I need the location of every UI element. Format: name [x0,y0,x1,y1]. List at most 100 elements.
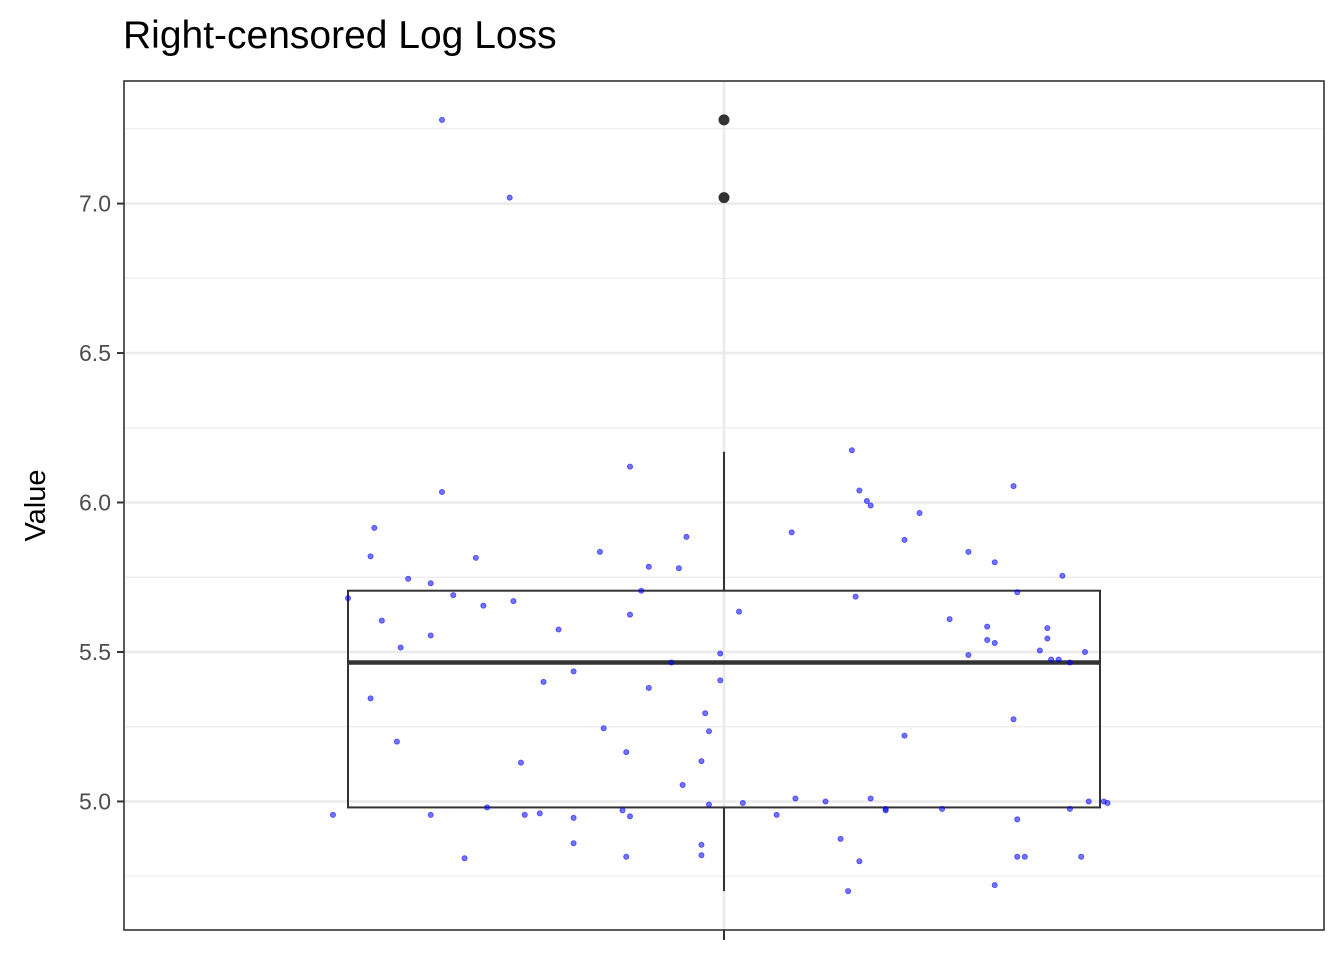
data-point [717,677,724,684]
data-point [991,882,998,889]
outlier-point [718,114,730,126]
data-point [438,489,445,496]
data-point [792,795,799,802]
boxplot [347,114,1101,892]
data-point [555,626,562,633]
data-point [965,651,972,658]
y-axis: 5.0 5.5 6.0 6.5 7.0 [79,191,725,940]
data-point [645,684,652,691]
data-point [510,598,517,605]
data-point [1078,853,1085,860]
data-point [679,782,686,789]
data-point [521,811,528,818]
data-point [837,835,844,842]
data-point [1044,625,1051,632]
data-point [1014,816,1021,823]
data-point [698,758,705,765]
y-tick-label: 5.0 [79,788,111,814]
data-point [1044,635,1051,642]
data-point [1014,589,1021,596]
data-point [916,509,923,516]
data-point [472,554,479,561]
outlier-point [718,192,730,204]
y-tick-label: 6.5 [79,340,111,366]
data-point [867,795,874,802]
data-point [1066,805,1073,812]
data-point [965,548,972,555]
data-point [627,463,634,470]
data-point [1066,659,1073,666]
data-point [852,593,859,600]
data-point [668,659,675,666]
y-tick-label: 7.0 [79,191,111,217]
data-point [702,710,709,717]
data-point [717,650,724,657]
data-point [623,853,630,860]
data-point [845,888,852,895]
data-point [623,749,630,756]
data-point [867,502,874,509]
data-point [344,595,351,602]
data-point [736,608,743,615]
data-point [882,807,889,814]
data-point [675,565,682,572]
data-point [461,855,468,862]
data-point [627,611,634,618]
data-point [645,563,652,570]
data-point [991,559,998,566]
data-point [438,116,445,123]
data-point [619,807,626,814]
data-point [397,644,404,651]
data-point [698,841,705,848]
data-point [1021,853,1028,860]
data-point [1010,483,1017,490]
data-point [856,858,863,865]
data-point [788,529,795,536]
data-point [506,194,513,201]
data-point [427,580,434,587]
data-point [540,678,547,685]
data-point [627,813,634,820]
data-point [405,575,412,582]
data-point [596,548,603,555]
data-point [480,602,487,609]
data-point [991,640,998,647]
data-point [901,536,908,543]
data-point [698,852,705,859]
data-point [683,533,690,540]
chart-title: Right-censored Log Loss [123,14,557,57]
data-point [427,632,434,639]
box-iqr [347,589,1101,809]
jitter-points [329,116,1111,895]
data-point [329,811,336,818]
y-tick-label: 6.0 [79,490,111,516]
data-point [570,814,577,821]
data-point [848,447,855,454]
data-point [773,811,780,818]
y-tick-label: 5.5 [79,639,111,665]
data-point [705,801,712,808]
data-point [946,616,953,623]
data-point [570,668,577,675]
data-point [393,738,400,745]
data-point [1104,799,1111,806]
data-point [427,811,434,818]
data-point [484,804,491,811]
data-point [1014,853,1021,860]
data-point [570,840,577,847]
y-axis-label: Value [20,469,52,541]
data-point [450,592,457,599]
data-point [1010,716,1017,723]
data-point [739,799,746,806]
data-point [367,695,374,702]
data-point [517,759,524,766]
data-point [939,805,946,812]
data-point [901,732,908,739]
data-point [1048,656,1055,663]
grid-major-lines [124,81,1324,930]
data-point [536,810,543,817]
data-point [371,524,378,531]
data-point [367,553,374,560]
